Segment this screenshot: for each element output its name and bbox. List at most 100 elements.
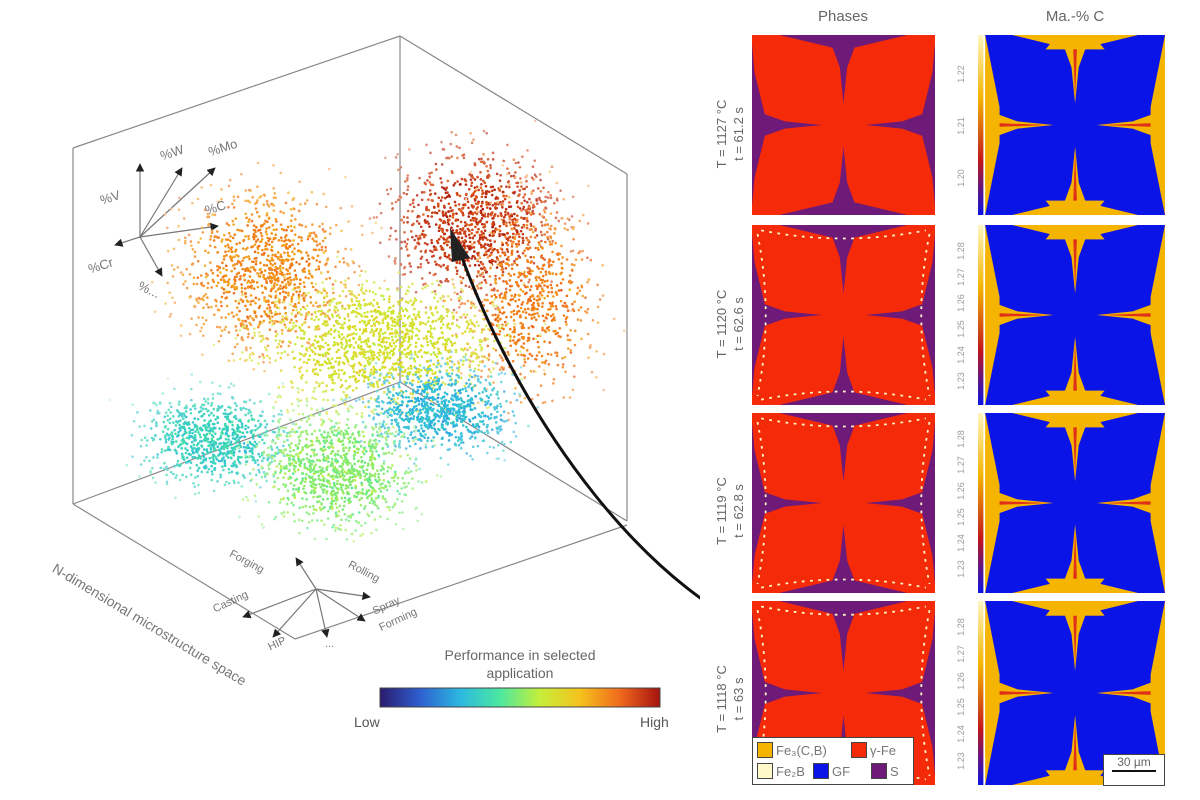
cloud-point: [480, 213, 484, 216]
cloud-point: [322, 300, 326, 304]
cloud-point: [183, 414, 187, 418]
cloud-point: [522, 353, 526, 357]
cloud-point: [306, 237, 310, 241]
cloud-point: [540, 267, 543, 270]
cloud-point: [229, 235, 232, 238]
cloud-point: [424, 249, 428, 253]
cloud-point: [291, 386, 294, 389]
cloud-point: [523, 358, 526, 361]
cloud-point: [447, 156, 451, 160]
cloud-point: [409, 299, 412, 302]
cloud-point: [321, 281, 325, 284]
cloud-point: [227, 223, 231, 227]
cloud-point: [271, 315, 274, 318]
cloud-point: [445, 340, 449, 343]
cloud-point: [168, 417, 172, 421]
cloud-point: [501, 206, 504, 209]
cloud-point: [463, 247, 467, 250]
cloud-point: [549, 353, 553, 356]
cloud-point: [462, 313, 466, 316]
cloud-point: [318, 347, 322, 351]
cloud-point: [295, 260, 298, 264]
cloud-point: [272, 209, 276, 212]
cloud-point: [232, 359, 236, 362]
cloud-point: [443, 241, 446, 245]
cloud-point: [272, 204, 275, 207]
cloud-point: [324, 354, 328, 358]
cloud-point: [236, 423, 240, 427]
cloud-point: [457, 370, 460, 373]
cloud-point: [248, 315, 252, 318]
cloud-point: [210, 437, 214, 441]
cloud-point: [426, 340, 429, 344]
cloud-point: [467, 215, 471, 218]
cloud-point: [184, 441, 187, 445]
cloud-point: [387, 297, 391, 301]
cloud-point: [425, 143, 428, 147]
cloud-point: [501, 190, 505, 194]
cloud-point: [256, 325, 260, 329]
cloud-point: [487, 353, 491, 356]
cloud-point: [165, 480, 169, 484]
cloud-point: [550, 165, 554, 169]
cloud-point: [266, 344, 270, 348]
cloud-point: [286, 438, 289, 442]
cloud-point: [234, 299, 238, 303]
cloud-point: [468, 229, 471, 233]
cloud-point: [536, 302, 540, 305]
cloud-point: [284, 296, 287, 299]
cloud-point: [359, 363, 363, 367]
cloud-point: [178, 423, 181, 427]
cloud-point: [256, 458, 259, 462]
cloud-point: [430, 198, 433, 202]
cloud-point: [409, 364, 413, 368]
cloud-point: [475, 185, 479, 189]
cloud-point: [238, 328, 242, 332]
cloud-point: [430, 171, 433, 174]
cloud-point: [568, 396, 572, 399]
cloud-point: [231, 448, 235, 452]
cloud-point: [232, 206, 236, 209]
cloud-point: [465, 313, 469, 317]
cloud-point: [460, 236, 464, 240]
cloud-point: [346, 262, 349, 265]
axis-arrow-other-process: [315, 588, 330, 638]
cloud-point: [326, 398, 330, 402]
cloud-point: [393, 362, 397, 366]
cloud-point: [223, 459, 227, 462]
cloud-point: [311, 350, 315, 354]
cloud-point: [442, 263, 445, 267]
cloud-point: [272, 236, 276, 240]
cloud-point: [170, 207, 173, 211]
cloud-point: [379, 241, 382, 245]
cloud-point: [442, 148, 446, 151]
cloud-point: [467, 212, 471, 215]
cloud-point: [273, 300, 277, 304]
cloud-point: [505, 185, 508, 188]
cloud-point: [519, 306, 523, 310]
cloud-point: [447, 338, 450, 341]
cloud-point: [541, 401, 545, 405]
cloud-point: [212, 239, 216, 242]
cloud-point: [515, 214, 519, 217]
cloud-point: [381, 332, 385, 336]
cloud-point: [468, 236, 472, 240]
cloud-point: [229, 441, 233, 444]
cloud-point: [220, 188, 223, 191]
cloud-point: [255, 281, 259, 284]
cloud-point: [374, 292, 377, 296]
cloud-point: [437, 209, 441, 212]
cloud-point: [493, 188, 496, 192]
cloud-point: [512, 240, 515, 244]
cloud-point: [163, 449, 167, 452]
cloud-point: [308, 232, 311, 235]
cloud-point: [455, 269, 459, 273]
cloud-point: [453, 200, 457, 204]
cloud-point: [344, 285, 347, 289]
cloud-point: [252, 367, 256, 371]
cloud-point: [417, 337, 420, 341]
cloud-point: [442, 248, 445, 251]
cloud-point: [425, 258, 429, 262]
cloud-point: [292, 239, 295, 242]
cloud-point: [490, 189, 494, 193]
